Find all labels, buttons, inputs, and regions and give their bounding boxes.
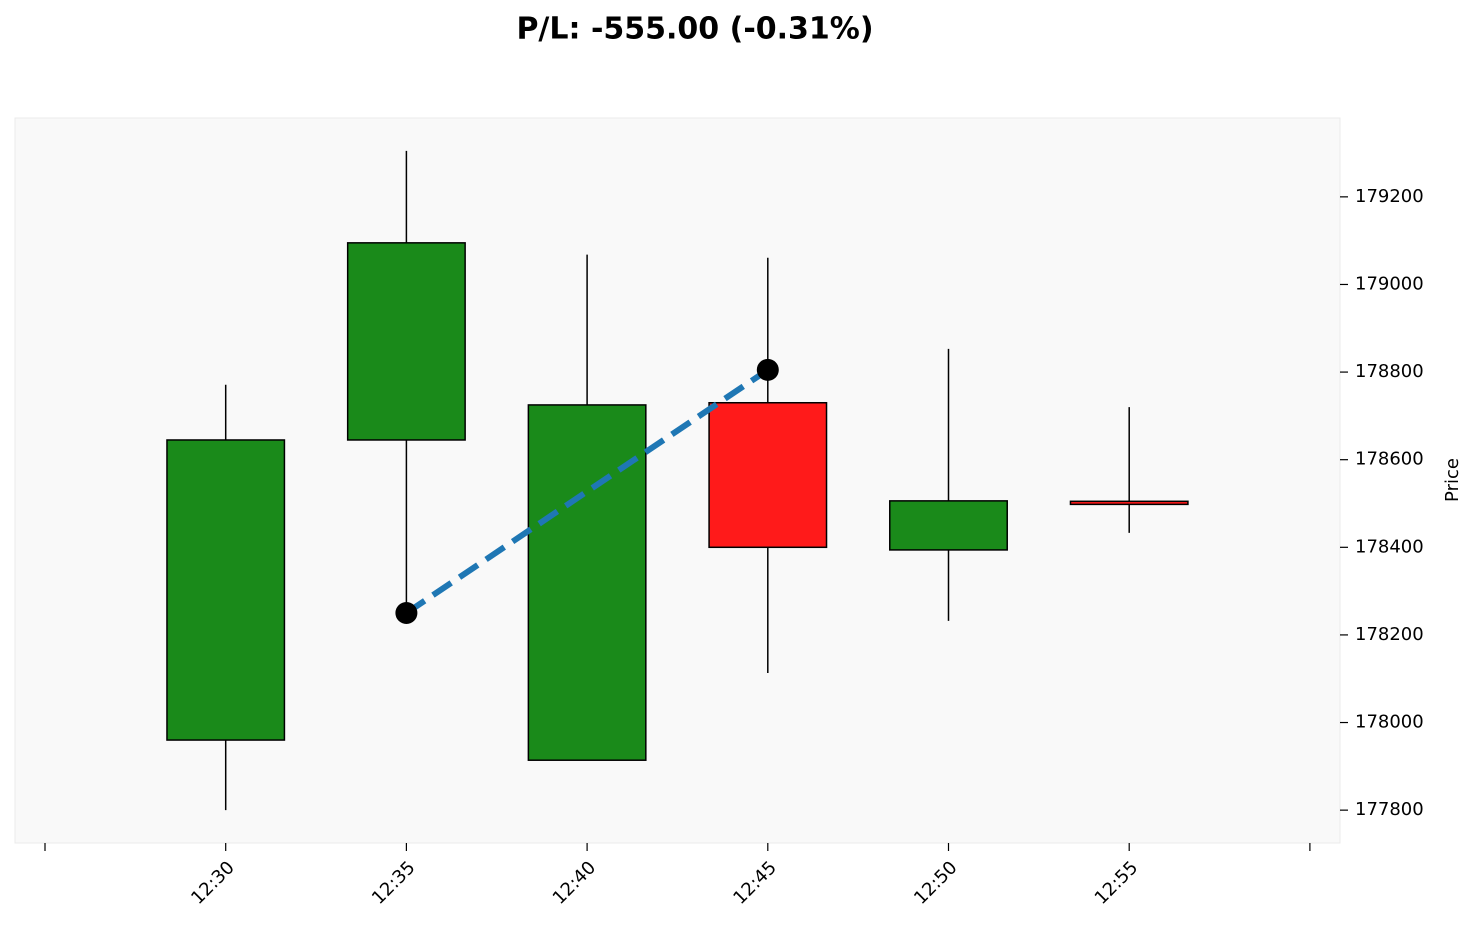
candle-body [889,500,1008,551]
x-tick-label: 12:35 [368,857,420,909]
x-tick-label: 12:55 [1091,857,1143,909]
trade-line [404,367,770,616]
y-tick-label: 178200 [1355,624,1424,645]
y-tick-label: 178400 [1355,536,1424,557]
y-axis-label: Price [1442,458,1463,502]
x-tick-label: 12:45 [729,857,781,909]
y-tick-label: 178600 [1355,449,1424,470]
x-tick-label: 12:30 [187,857,239,909]
trade-marker [395,602,418,625]
candle-body [708,401,828,549]
y-tick-label: 177800 [1355,799,1424,820]
trade-marker [756,358,779,381]
x-tick-label: 12:40 [549,857,601,909]
candle-body [166,439,286,741]
chart-title: P/L: -555.00 (-0.31%) [516,12,873,47]
y-tick-label: 179200 [1355,186,1424,207]
candle-body [346,242,466,441]
candle-body [527,404,647,761]
candle-body [1069,500,1189,506]
y-tick-label: 178000 [1355,712,1424,733]
y-tick-label: 179000 [1355,273,1424,294]
y-tick-label: 178800 [1355,361,1424,382]
x-tick-label: 12:50 [910,857,962,909]
